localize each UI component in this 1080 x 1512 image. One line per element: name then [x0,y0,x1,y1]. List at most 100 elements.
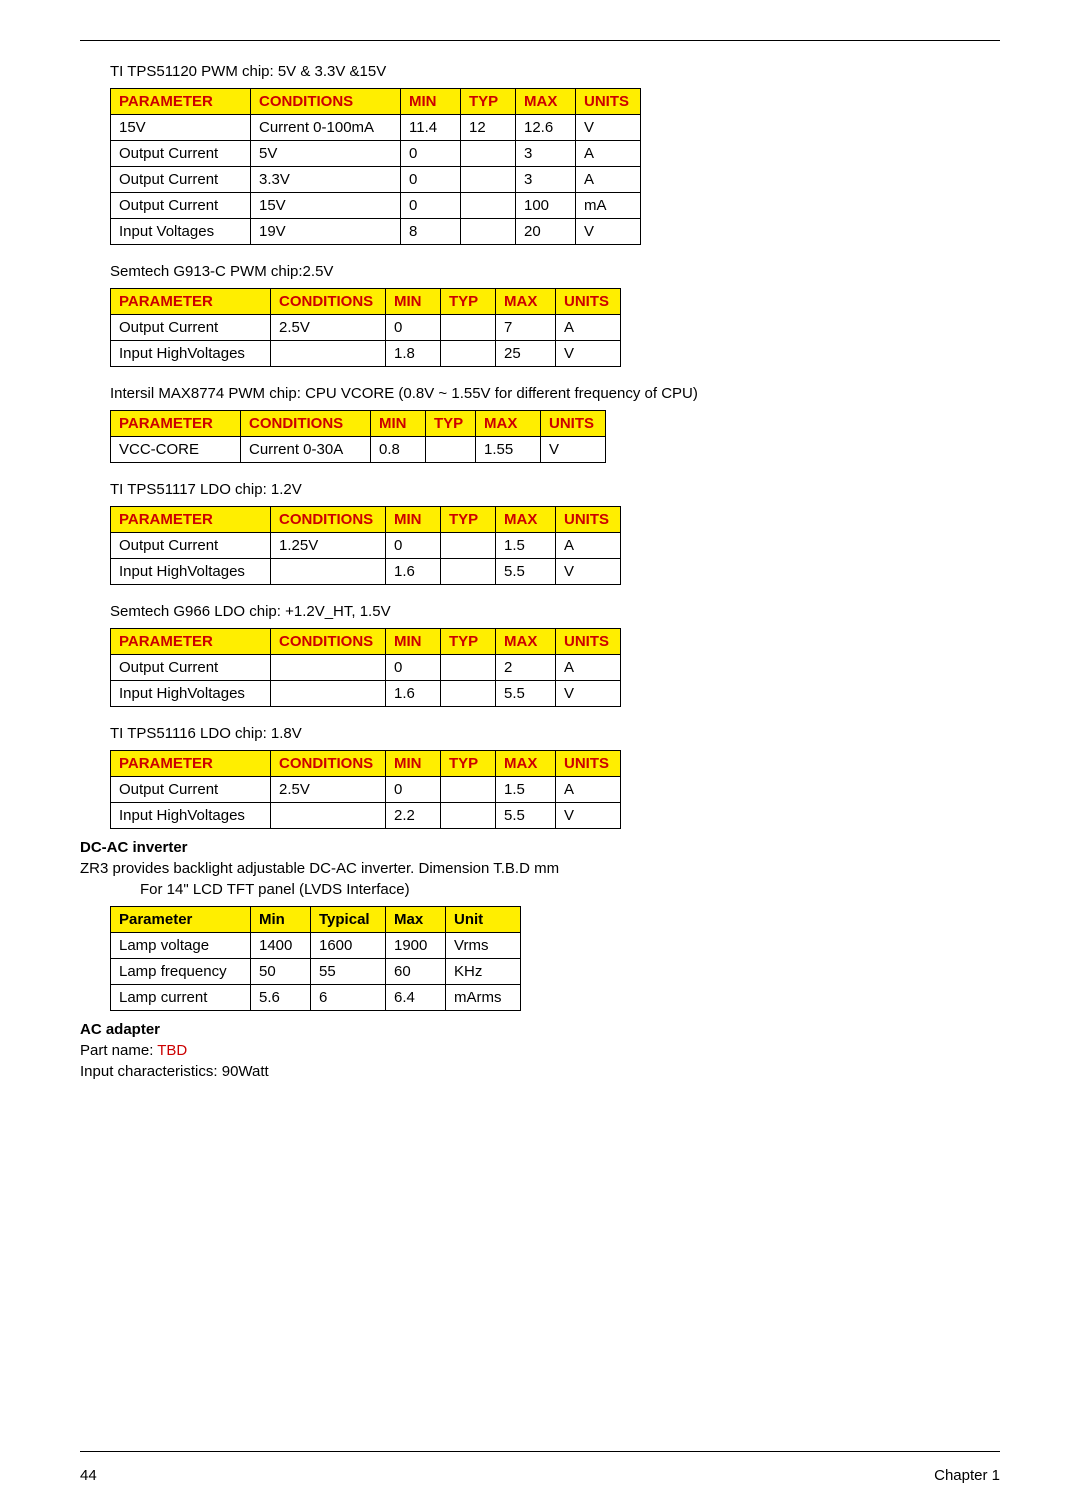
footer: 44 Chapter 1 [80,1467,1000,1484]
cell-units: V [541,437,606,463]
table-row: Lamp voltage140016001900Vrms [111,933,521,959]
col-conditions: CONDITIONS [241,411,371,437]
cell-min: 0.8 [371,437,426,463]
cell-parameter: Output Current [111,655,271,681]
table-row: VCC-CORECurrent 0-30A0.81.55V [111,437,606,463]
table-4: PARAMETERCONDITIONSMINTYPMAXUNITSOutput … [110,506,621,585]
cell-min: 0 [401,193,461,219]
cell-parameter: Input HighVoltages [111,341,271,367]
cell-typ [461,141,516,167]
table-row: Lamp current5.666.4mArms [111,985,521,1011]
cell-units: A [576,167,641,193]
cell-min: 11.4 [401,115,461,141]
cell-max: 12.6 [516,115,576,141]
cell-parameter: Output Current [111,533,271,559]
cell-conditions [271,341,386,367]
caption-t3: Intersil MAX8774 PWM chip: CPU VCORE (0.… [110,385,1000,402]
cell-typ [441,803,496,829]
cell-typ [441,681,496,707]
cell-units: A [576,141,641,167]
cell-units: V [576,219,641,245]
cell-parameter: Output Current [111,315,271,341]
cell-parameter: Output Current [111,141,251,167]
col-parameter: PARAMETER [111,411,241,437]
ac-part: Part name: TBD [80,1042,1000,1059]
table-row: Input HighVoltages1.65.5V [111,559,621,585]
cell-min: 1.6 [386,559,441,585]
bottom-rule [80,1451,1000,1452]
cell-typ [441,315,496,341]
table-2: PARAMETERCONDITIONSMINTYPMAXUNITSOutput … [110,288,621,367]
cell-parameter: Input HighVoltages [111,681,271,707]
cell-max: 3 [516,141,576,167]
cell-conditions: 1.25V [271,533,386,559]
cell-min: 1.6 [386,681,441,707]
cell-parameter: 15V [111,115,251,141]
cell-parameter: Output Current [111,167,251,193]
cell-typical: 1600 [311,933,386,959]
cell-min: 5.6 [251,985,311,1011]
cell-typ [461,219,516,245]
cell-typical: 6 [311,985,386,1011]
col-max: MAX [516,89,576,115]
col-unit: Unit [446,907,521,933]
col-units: UNITS [556,289,621,315]
cell-typ [461,167,516,193]
cell-units: V [556,559,621,585]
cell-units: A [556,315,621,341]
cell-max: 2 [496,655,556,681]
table-row: Output Current3.3V03A [111,167,641,193]
cell-parameter: Output Current [111,193,251,219]
cell-parameter: Output Current [111,777,271,803]
caption-t1: TI TPS51120 PWM chip: 5V & 3.3V &15V [110,63,1000,80]
table-3: PARAMETERCONDITIONSMINTYPMAXUNITSVCC-COR… [110,410,606,463]
cell-units: V [556,681,621,707]
caption-t5: Semtech G966 LDO chip: +1.2V_HT, 1.5V [110,603,1000,620]
cell-units: A [556,655,621,681]
cell-min: 0 [386,533,441,559]
cell-parameter: Input HighVoltages [111,803,271,829]
cell-conditions [271,655,386,681]
col-min: MIN [386,507,441,533]
cell-typ [441,777,496,803]
cell-conditions: 5V [251,141,401,167]
cell-unit: mArms [446,985,521,1011]
col-max: MAX [496,289,556,315]
col-min: MIN [386,289,441,315]
table-row: 15VCurrent 0-100mA11.41212.6V [111,115,641,141]
cell-max: 1.55 [476,437,541,463]
table-row: Output Current1.25V01.5A [111,533,621,559]
cell-typ [441,655,496,681]
col-typ: TYP [426,411,476,437]
cell-min: 1400 [251,933,311,959]
cell-max: 1.5 [496,533,556,559]
dcac-line1: ZR3 provides backlight adjustable DC-AC … [80,860,1000,877]
cell-typ: 12 [461,115,516,141]
col-units: UNITS [576,89,641,115]
cell-max: 3 [516,167,576,193]
table-row: Input HighVoltages1.825V [111,341,621,367]
table-row: Input Voltages19V820V [111,219,641,245]
cell-max: 1.5 [496,777,556,803]
chapter-label: Chapter 1 [934,1467,1000,1484]
table-1: PARAMETERCONDITIONSMINTYPMAXUNITS15VCurr… [110,88,641,245]
cell-parameter: Lamp frequency [111,959,251,985]
table-row: Output Current5V0 3A [111,141,641,167]
col-max: MAX [496,629,556,655]
cell-min: 0 [401,141,461,167]
cell-units: mA [576,193,641,219]
cell-conditions: Current 0-30A [241,437,371,463]
table-row: Output Current02A [111,655,621,681]
cell-typ [441,559,496,585]
col-conditions: CONDITIONS [271,629,386,655]
cell-parameter: Lamp current [111,985,251,1011]
col-conditions: CONDITIONS [271,289,386,315]
cell-conditions [271,803,386,829]
cell-conditions [271,681,386,707]
col-parameter: PARAMETER [111,507,271,533]
col-parameter: PARAMETER [111,289,271,315]
cell-max: 5.5 [496,803,556,829]
cell-conditions: 19V [251,219,401,245]
cell-min: 0 [386,777,441,803]
col-typ: TYP [441,629,496,655]
